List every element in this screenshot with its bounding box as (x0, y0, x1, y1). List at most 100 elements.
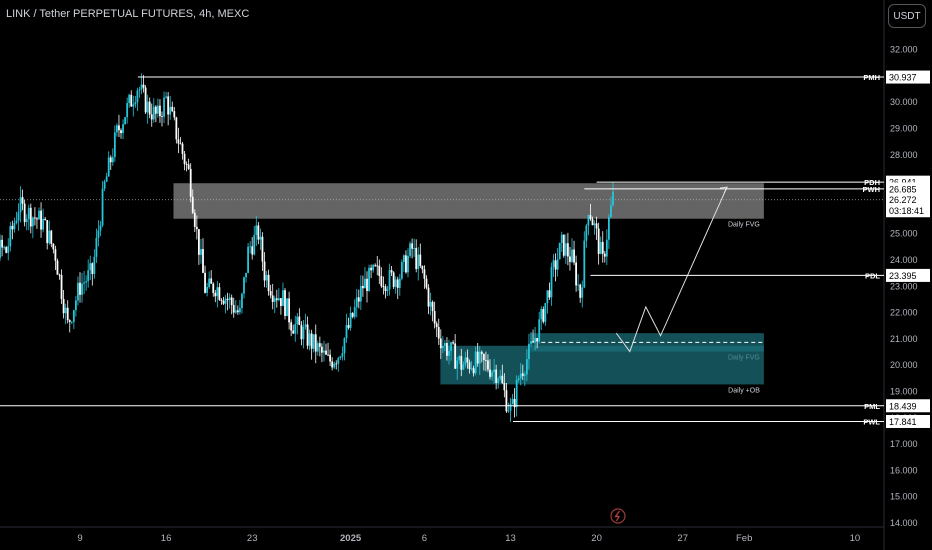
candle-body (325, 350, 327, 355)
candle-body (277, 298, 280, 301)
candle-body (556, 259, 559, 270)
candle-body (548, 290, 551, 298)
candle-body (466, 357, 469, 363)
candle-body (587, 215, 590, 226)
candle-body (421, 265, 424, 270)
candle-body (550, 267, 553, 298)
candle-body (460, 356, 463, 370)
candle-body (470, 368, 473, 370)
candle-body (396, 279, 399, 288)
candle-body (597, 228, 600, 254)
candle-body (321, 346, 323, 353)
candle-body (66, 307, 69, 321)
candle-body (458, 356, 461, 361)
candle-body (462, 364, 465, 370)
candle-body (243, 277, 245, 294)
candle-body (585, 225, 588, 241)
candle-body (38, 210, 40, 220)
candle-body (7, 246, 10, 253)
candle-body (95, 237, 98, 257)
price-tick-label: 30.000 (890, 97, 918, 107)
candle-body (107, 157, 110, 177)
time-tick-label: 9 (77, 533, 82, 544)
candle-body (200, 249, 202, 255)
candle-body (130, 94, 133, 107)
candle-body (378, 265, 381, 276)
candle-body (116, 125, 118, 133)
candle-body (564, 243, 567, 256)
candle-body (253, 235, 256, 255)
candle-body (316, 343, 319, 352)
candle-body (579, 284, 582, 298)
candle-body (261, 236, 264, 262)
candle-body (83, 282, 85, 284)
candle-body (353, 307, 356, 317)
candle-body (571, 249, 573, 262)
candle-body (54, 249, 57, 261)
candle-body (364, 278, 366, 289)
level-pwh: PWH (584, 185, 884, 194)
candle-body (534, 338, 536, 343)
candle-body (52, 243, 55, 250)
zone-rect (440, 345, 764, 385)
candle-body (298, 316, 301, 325)
price-tick-label: 22.000 (890, 308, 918, 318)
candle-body (232, 305, 235, 313)
candle-body (333, 363, 336, 368)
candle-body (224, 298, 227, 304)
candle-body (407, 255, 409, 273)
candle-body (105, 176, 108, 182)
candle-body (493, 369, 495, 373)
candle-body (179, 143, 182, 145)
price-tick-label: 20.000 (890, 360, 918, 370)
candle-body (345, 325, 348, 339)
candle-body (132, 104, 135, 107)
candle-body (154, 106, 157, 114)
level-price-label: 17.841 (886, 414, 930, 428)
time-tick-label: 16 (161, 533, 172, 544)
candle-body (497, 378, 500, 383)
candle-body (599, 241, 602, 254)
candle-body (42, 218, 44, 230)
candle-body (526, 359, 528, 375)
lightning-icon[interactable] (610, 508, 626, 524)
currency-button[interactable]: USDT (888, 4, 926, 28)
level-price-text: 18.439 (889, 401, 917, 411)
candle-body (218, 287, 221, 300)
level-label: PML (864, 402, 880, 411)
price-tick-label: 21.000 (890, 334, 918, 344)
candle-body (173, 111, 176, 118)
candle-body (351, 312, 354, 317)
zone-label: Daily +OB (728, 387, 760, 394)
candle-body (487, 360, 489, 370)
candle-body (380, 275, 383, 287)
price-tick-label: 15.000 (890, 492, 918, 502)
level-price-box (886, 70, 930, 84)
candle-body (165, 96, 167, 98)
candle-body (181, 143, 184, 154)
candle-body (290, 322, 293, 331)
candle-body (575, 262, 577, 286)
candle-body (546, 290, 549, 304)
candle-body (308, 333, 311, 346)
candle-body (499, 375, 502, 379)
price-tick-label: 16.000 (890, 465, 918, 475)
candle-body (503, 382, 506, 391)
candle-body (0, 239, 1, 259)
candle-body (93, 256, 96, 275)
level-label: PDL (865, 271, 880, 280)
level-price-text: 23.395 (889, 271, 917, 281)
candle-body (417, 254, 420, 270)
candle-body (97, 230, 100, 238)
price-tick-label: 29.000 (890, 124, 918, 134)
candle-body (343, 338, 346, 354)
candle-body (595, 223, 598, 229)
candle-body (140, 84, 143, 90)
candle-body (372, 264, 375, 271)
candle-body (44, 218, 47, 221)
candle-body (177, 139, 180, 144)
current-price-value: 26.272 (889, 195, 917, 205)
candle-body (122, 124, 124, 134)
candle-body (193, 212, 196, 227)
